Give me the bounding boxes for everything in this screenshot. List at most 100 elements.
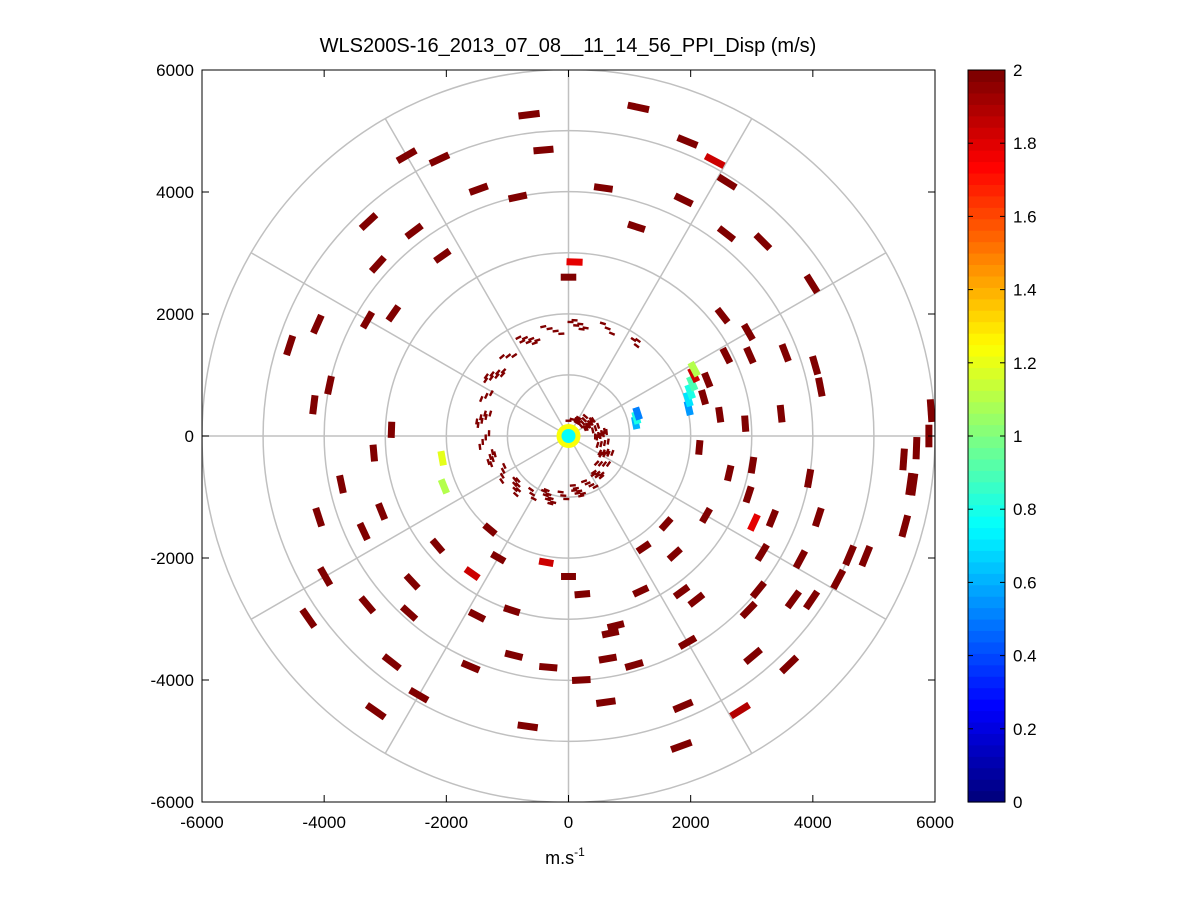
colorbar-swatch bbox=[968, 653, 1005, 666]
colorbar-swatch bbox=[968, 424, 1005, 437]
data-cell-small bbox=[588, 482, 595, 488]
data-cell bbox=[673, 192, 694, 208]
data-cell bbox=[571, 676, 591, 684]
data-cell-small bbox=[595, 434, 599, 441]
data-cell bbox=[364, 702, 387, 721]
colorbar-swatch bbox=[968, 767, 1005, 780]
data-cell-small bbox=[574, 491, 581, 495]
colorbar-swatch bbox=[968, 664, 1005, 677]
y-tick-label: 0 bbox=[185, 427, 194, 446]
colorbar-swatch bbox=[968, 779, 1005, 792]
data-cell bbox=[812, 506, 825, 528]
data-cell-small bbox=[514, 481, 521, 488]
data-cell-small bbox=[572, 486, 579, 490]
colorbar-swatch bbox=[968, 504, 1005, 517]
data-cell bbox=[716, 225, 737, 243]
data-cell bbox=[658, 516, 674, 532]
data-cell-small bbox=[494, 372, 500, 380]
colorbar-swatch bbox=[968, 710, 1005, 723]
data-cell bbox=[632, 406, 643, 421]
data-cell-small bbox=[511, 352, 518, 359]
data-cell bbox=[460, 659, 481, 674]
data-cell bbox=[358, 212, 379, 232]
colorbar-swatch bbox=[968, 298, 1005, 311]
data-cell-small bbox=[602, 451, 608, 458]
data-cell bbox=[356, 521, 371, 542]
colorbar-swatch bbox=[968, 584, 1005, 597]
data-cell bbox=[719, 346, 734, 365]
data-cell-small bbox=[579, 491, 587, 496]
data-cell-small bbox=[499, 472, 505, 479]
colorbar-swatch bbox=[968, 493, 1005, 506]
colorbar-swatch bbox=[968, 150, 1005, 163]
data-cell bbox=[403, 573, 421, 591]
colorbar-tick-label: 0.8 bbox=[1013, 500, 1037, 519]
data-cell-small bbox=[608, 331, 616, 336]
data-cell-small bbox=[484, 434, 487, 441]
data-cell-small bbox=[525, 339, 532, 345]
data-cell bbox=[463, 566, 481, 582]
colorbar-swatch bbox=[968, 104, 1005, 117]
data-cell bbox=[561, 572, 576, 580]
data-cell bbox=[399, 604, 419, 622]
colorbar-swatch bbox=[968, 458, 1005, 471]
data-cell-small bbox=[478, 414, 483, 421]
colorbar-swatch bbox=[968, 596, 1005, 609]
data-cell-small bbox=[499, 477, 505, 485]
data-cell-small bbox=[582, 326, 589, 330]
data-cell-small bbox=[569, 484, 576, 487]
data-cell-small bbox=[610, 449, 615, 457]
data-cell-small bbox=[557, 490, 564, 494]
data-cell bbox=[385, 304, 402, 323]
data-cell-small bbox=[571, 488, 578, 492]
data-cell-small bbox=[581, 416, 588, 423]
colorbar-swatch bbox=[968, 733, 1005, 746]
colorbar-tick-label: 0.2 bbox=[1013, 720, 1037, 739]
data-cell bbox=[317, 566, 334, 587]
colorbar-swatch bbox=[968, 70, 1005, 83]
data-cell-small bbox=[512, 486, 519, 493]
data-cell-small bbox=[487, 430, 491, 437]
data-cell bbox=[635, 540, 652, 555]
data-cell bbox=[518, 109, 541, 120]
data-cell-small bbox=[578, 494, 585, 498]
colorbar-tick-label: 1 bbox=[1013, 427, 1022, 446]
x-tick-label: -6000 bbox=[180, 813, 223, 832]
data-cell bbox=[753, 232, 773, 252]
colorbar-swatch bbox=[968, 390, 1005, 403]
data-cell-small bbox=[489, 370, 495, 378]
grid-ring bbox=[506, 374, 631, 498]
data-cell-small bbox=[549, 500, 557, 505]
data-cell-small bbox=[579, 419, 586, 426]
x-tick-label: 6000 bbox=[916, 813, 954, 832]
colorbar-swatch bbox=[968, 230, 1005, 243]
colorbar-swatch bbox=[968, 321, 1005, 334]
data-cell-small bbox=[488, 410, 493, 417]
data-cell bbox=[369, 444, 378, 462]
data-cell-small bbox=[594, 473, 601, 479]
data-cell bbox=[741, 415, 750, 432]
data-cell-small bbox=[602, 431, 605, 438]
data-cell-small bbox=[586, 419, 592, 427]
x-tick-label: 4000 bbox=[794, 813, 832, 832]
colorbar-swatch bbox=[968, 333, 1005, 346]
grid-ring bbox=[262, 129, 875, 743]
data-cell bbox=[482, 522, 498, 537]
data-cell bbox=[804, 468, 815, 489]
data-cell bbox=[574, 590, 591, 599]
data-cell-small bbox=[633, 342, 640, 349]
data-cell bbox=[428, 151, 451, 167]
data-cell bbox=[858, 544, 874, 568]
data-cell-small bbox=[569, 417, 576, 422]
data-cell bbox=[701, 371, 714, 389]
colorbar-tick-label: 1.4 bbox=[1013, 281, 1037, 300]
x-axis: -6000 -4000 -2000 0 2000 4000 6000 bbox=[180, 70, 954, 832]
colorbar-swatch bbox=[968, 630, 1005, 643]
data-cell-small bbox=[501, 462, 507, 470]
data-cell bbox=[309, 394, 319, 415]
data-cell-small bbox=[512, 491, 519, 498]
colorbar-swatch bbox=[968, 436, 1005, 449]
data-cell-small bbox=[540, 324, 547, 329]
colorbar-tick-label: 0.6 bbox=[1013, 573, 1037, 592]
data-cell bbox=[283, 334, 297, 357]
